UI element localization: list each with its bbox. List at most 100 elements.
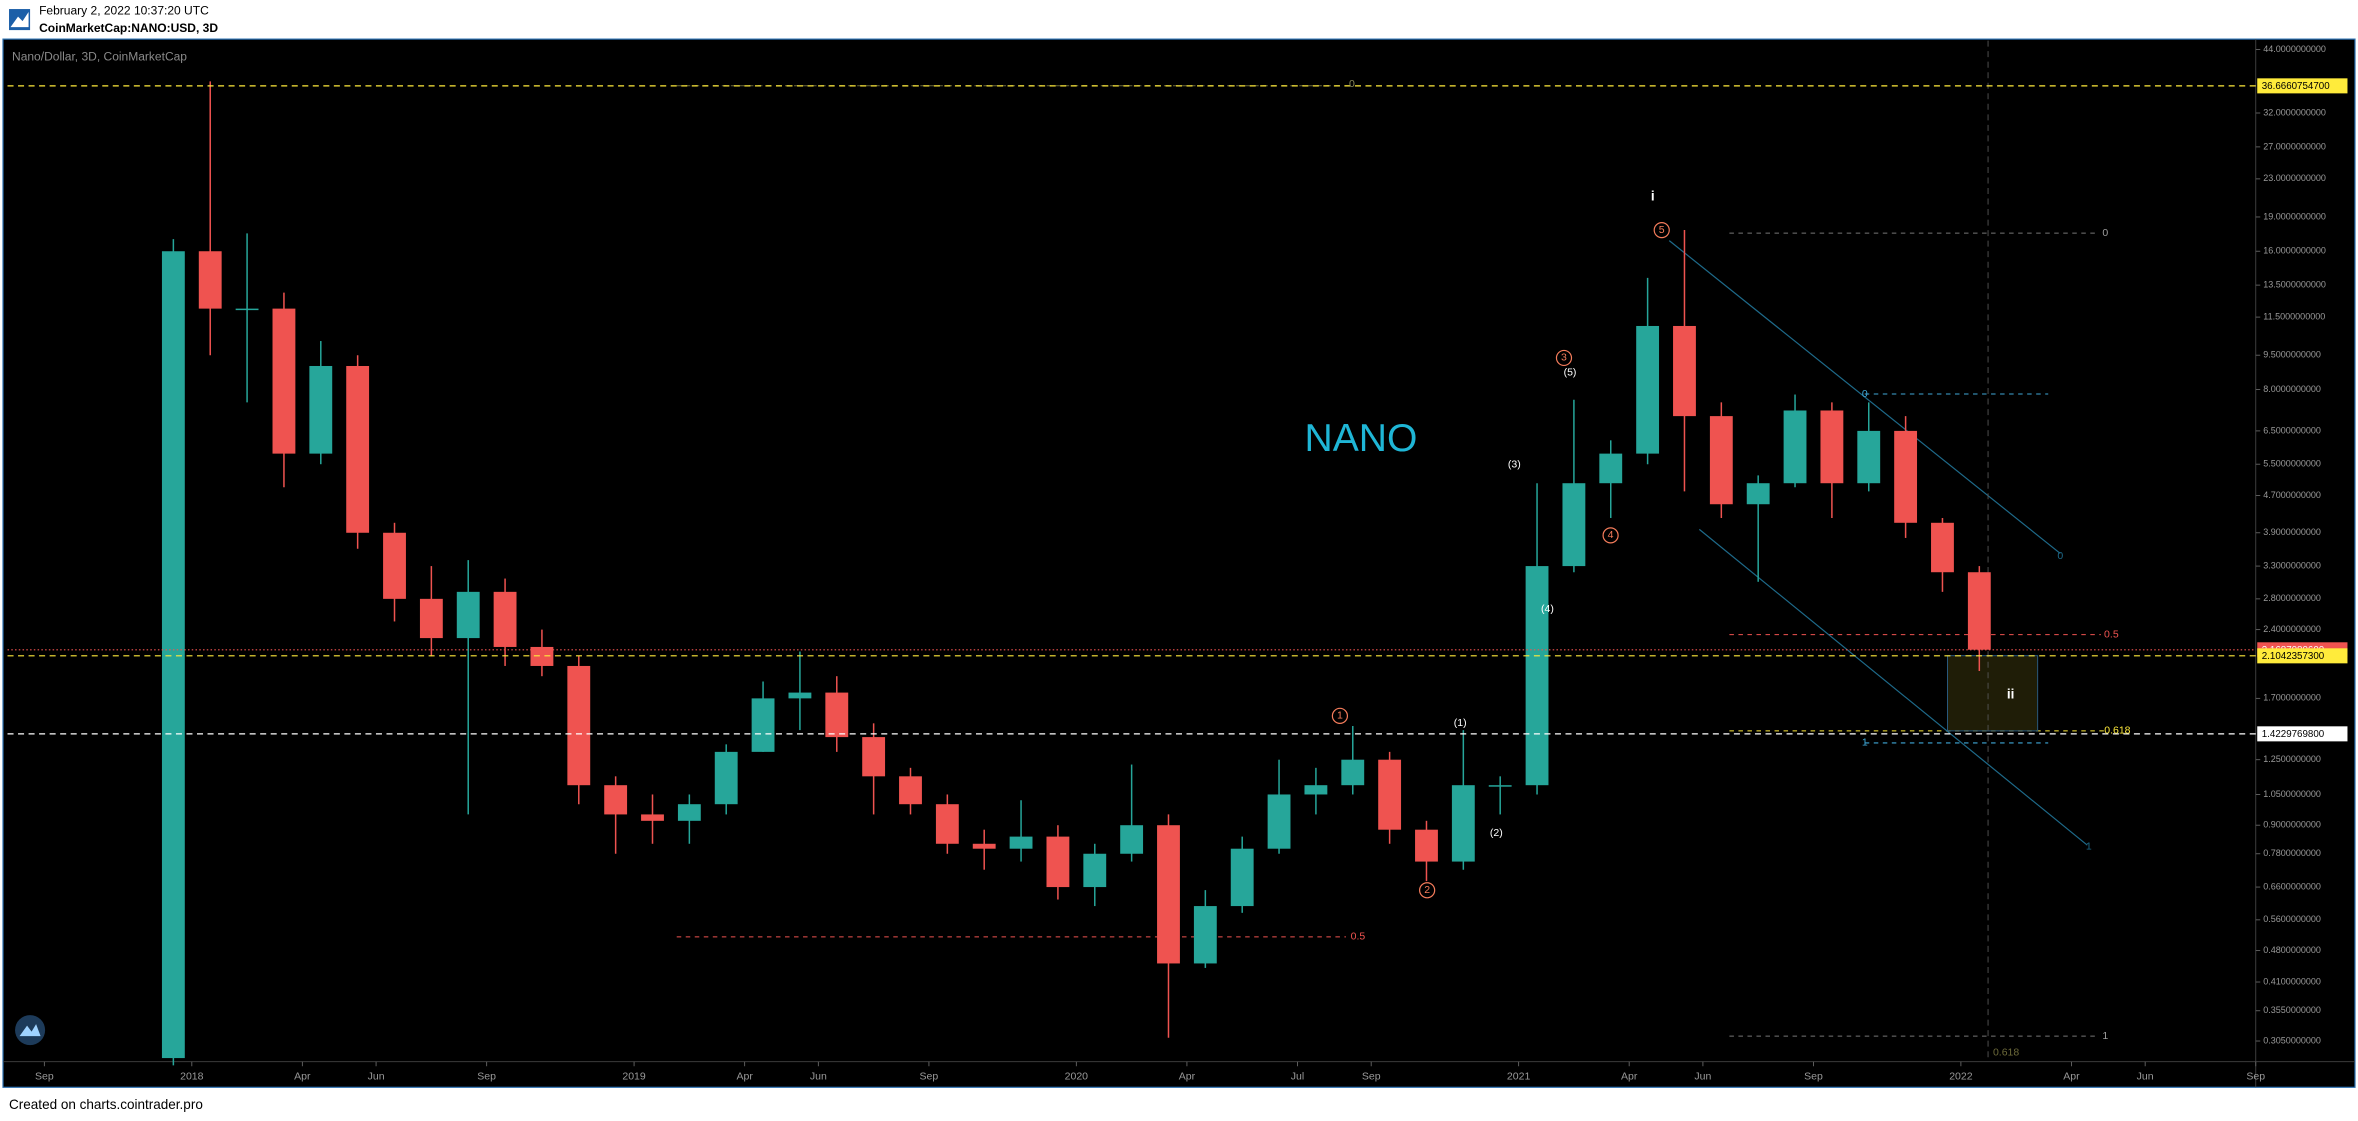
candle-body bbox=[198, 251, 222, 309]
candle-body bbox=[641, 814, 664, 821]
y-tick-label: 1.2500000000 bbox=[2263, 754, 2321, 764]
candle-body bbox=[677, 804, 701, 821]
y-tick-label: 0.4100000000 bbox=[2263, 976, 2321, 986]
annotation: 3 bbox=[1561, 352, 1567, 364]
candle-body bbox=[1230, 848, 1254, 907]
y-tick-label: 2.8000000000 bbox=[2263, 593, 2321, 603]
y-tick-label: 0.9000000000 bbox=[2263, 820, 2321, 830]
price-label-box bbox=[2257, 648, 2348, 664]
candle-body bbox=[530, 646, 554, 666]
price-label-box bbox=[2257, 726, 2348, 742]
y-tick-label: 0.3050000000 bbox=[2263, 1035, 2321, 1045]
x-tick-label: Sep bbox=[920, 1071, 939, 1083]
x-tick-label: Jun bbox=[810, 1071, 827, 1083]
annotation: (1) bbox=[1454, 717, 1467, 729]
annotation: ii bbox=[2007, 686, 2015, 701]
candle-body bbox=[383, 532, 406, 599]
candle-body bbox=[346, 365, 370, 533]
annotation: 1 bbox=[2102, 1030, 2108, 1042]
y-tick-label: 16.0000000000 bbox=[2263, 246, 2326, 256]
candle-body bbox=[1746, 483, 1770, 505]
candle-body bbox=[1451, 785, 1475, 862]
y-tick-label: 8.0000000000 bbox=[2263, 384, 2321, 394]
candle-body bbox=[493, 591, 517, 647]
candle-body bbox=[1562, 483, 1586, 567]
candle-body bbox=[1009, 836, 1033, 849]
x-tick-label: 2021 bbox=[1507, 1071, 1531, 1083]
x-tick-label: 2022 bbox=[1949, 1071, 1973, 1083]
annotation: 0 bbox=[2102, 227, 2108, 239]
x-tick-label: Apr bbox=[294, 1071, 311, 1083]
y-tick-label: 44.0000000000 bbox=[2263, 44, 2326, 54]
x-tick-label: Sep bbox=[1362, 1071, 1381, 1083]
candle-body bbox=[1636, 325, 1660, 454]
annotation: 0.618 bbox=[2104, 725, 2130, 737]
candle-body bbox=[899, 776, 922, 805]
y-tick-label: 19.0000000000 bbox=[2263, 211, 2326, 221]
x-tick-label: Sep bbox=[35, 1071, 54, 1083]
x-tick-label: Apr bbox=[2063, 1071, 2080, 1083]
wave-circle bbox=[1419, 882, 1436, 899]
y-tick-label: 0.3550000000 bbox=[2263, 1005, 2321, 1015]
symbol: CoinMarketCap:NANO:USD, 3D bbox=[39, 21, 218, 35]
annotation: 0.618 bbox=[1993, 1046, 2019, 1058]
candle-body bbox=[1820, 410, 1844, 484]
y-tick-label: 0.6600000000 bbox=[2263, 881, 2321, 891]
x-tick-label: Jun bbox=[1694, 1071, 1711, 1083]
candle-body bbox=[1525, 566, 1549, 786]
x-tick-label: Sep bbox=[1804, 1071, 1823, 1083]
y-tick-label: 32.0000000000 bbox=[2263, 107, 2326, 117]
annotation: (4) bbox=[1541, 603, 1554, 615]
footer: Created on charts.cointrader.pro bbox=[9, 1097, 203, 1112]
candle-body bbox=[235, 308, 259, 311]
candle-body bbox=[751, 698, 775, 752]
y-tick-label: 2.4000000000 bbox=[2263, 624, 2321, 634]
price-label-box bbox=[2257, 78, 2348, 94]
y-tick-label: 0.4800000000 bbox=[2263, 945, 2321, 955]
candle-body bbox=[309, 365, 333, 454]
candle-body bbox=[1783, 410, 1807, 484]
y-tick-label: 13.5000000000 bbox=[2263, 280, 2326, 290]
annotation: 0.5 bbox=[1351, 931, 1366, 943]
annotation: i bbox=[1651, 189, 1655, 204]
candle-body bbox=[1193, 906, 1217, 964]
candle-body bbox=[788, 692, 812, 699]
y-tick-label: 4.7000000000 bbox=[2263, 490, 2321, 500]
candle-body bbox=[567, 665, 591, 786]
candle-body bbox=[456, 591, 480, 639]
candle-body bbox=[1046, 836, 1070, 888]
x-tick-label: Sep bbox=[477, 1071, 496, 1083]
y-tick-label: 23.0000000000 bbox=[2263, 173, 2326, 183]
candle-body bbox=[1967, 572, 1991, 650]
annotation: 0.5 bbox=[2104, 628, 2119, 640]
wave-circle bbox=[1653, 221, 1670, 239]
candle-body bbox=[272, 308, 296, 454]
x-tick-label: Apr bbox=[736, 1071, 753, 1083]
wave-circle bbox=[1602, 527, 1619, 544]
price-label: 36.6660754700 bbox=[2262, 81, 2330, 92]
candle-body bbox=[1673, 325, 1696, 417]
plot bbox=[161, 81, 1991, 1066]
x-tick-label: Jun bbox=[368, 1071, 385, 1083]
candle-body bbox=[714, 751, 738, 805]
y-tick-label: 5.5000000000 bbox=[2263, 459, 2321, 469]
candle-body bbox=[1488, 785, 1512, 787]
candle-body bbox=[161, 251, 185, 1059]
chart-title: Nano/Dollar, 3D, CoinMarketCap bbox=[12, 49, 187, 63]
price-label: 1.4229769800 bbox=[2262, 729, 2325, 740]
candle-body bbox=[1415, 829, 1438, 862]
timestamp: February 2, 2022 10:37:20 UTC bbox=[39, 3, 209, 17]
candle-body bbox=[1267, 794, 1291, 849]
y-tick-label: 6.5000000000 bbox=[2263, 425, 2321, 435]
wave-circle bbox=[1331, 707, 1349, 724]
candle-body bbox=[1304, 785, 1328, 795]
candle-body bbox=[972, 843, 996, 849]
annotation: (3) bbox=[1508, 458, 1521, 470]
candle-body bbox=[1709, 416, 1733, 505]
y-tick-label: 0.5600000000 bbox=[2263, 914, 2321, 924]
wave-circle bbox=[1555, 349, 1573, 367]
y-tick-label: 1.0500000000 bbox=[2263, 789, 2321, 799]
annotation: (5) bbox=[1564, 367, 1577, 379]
